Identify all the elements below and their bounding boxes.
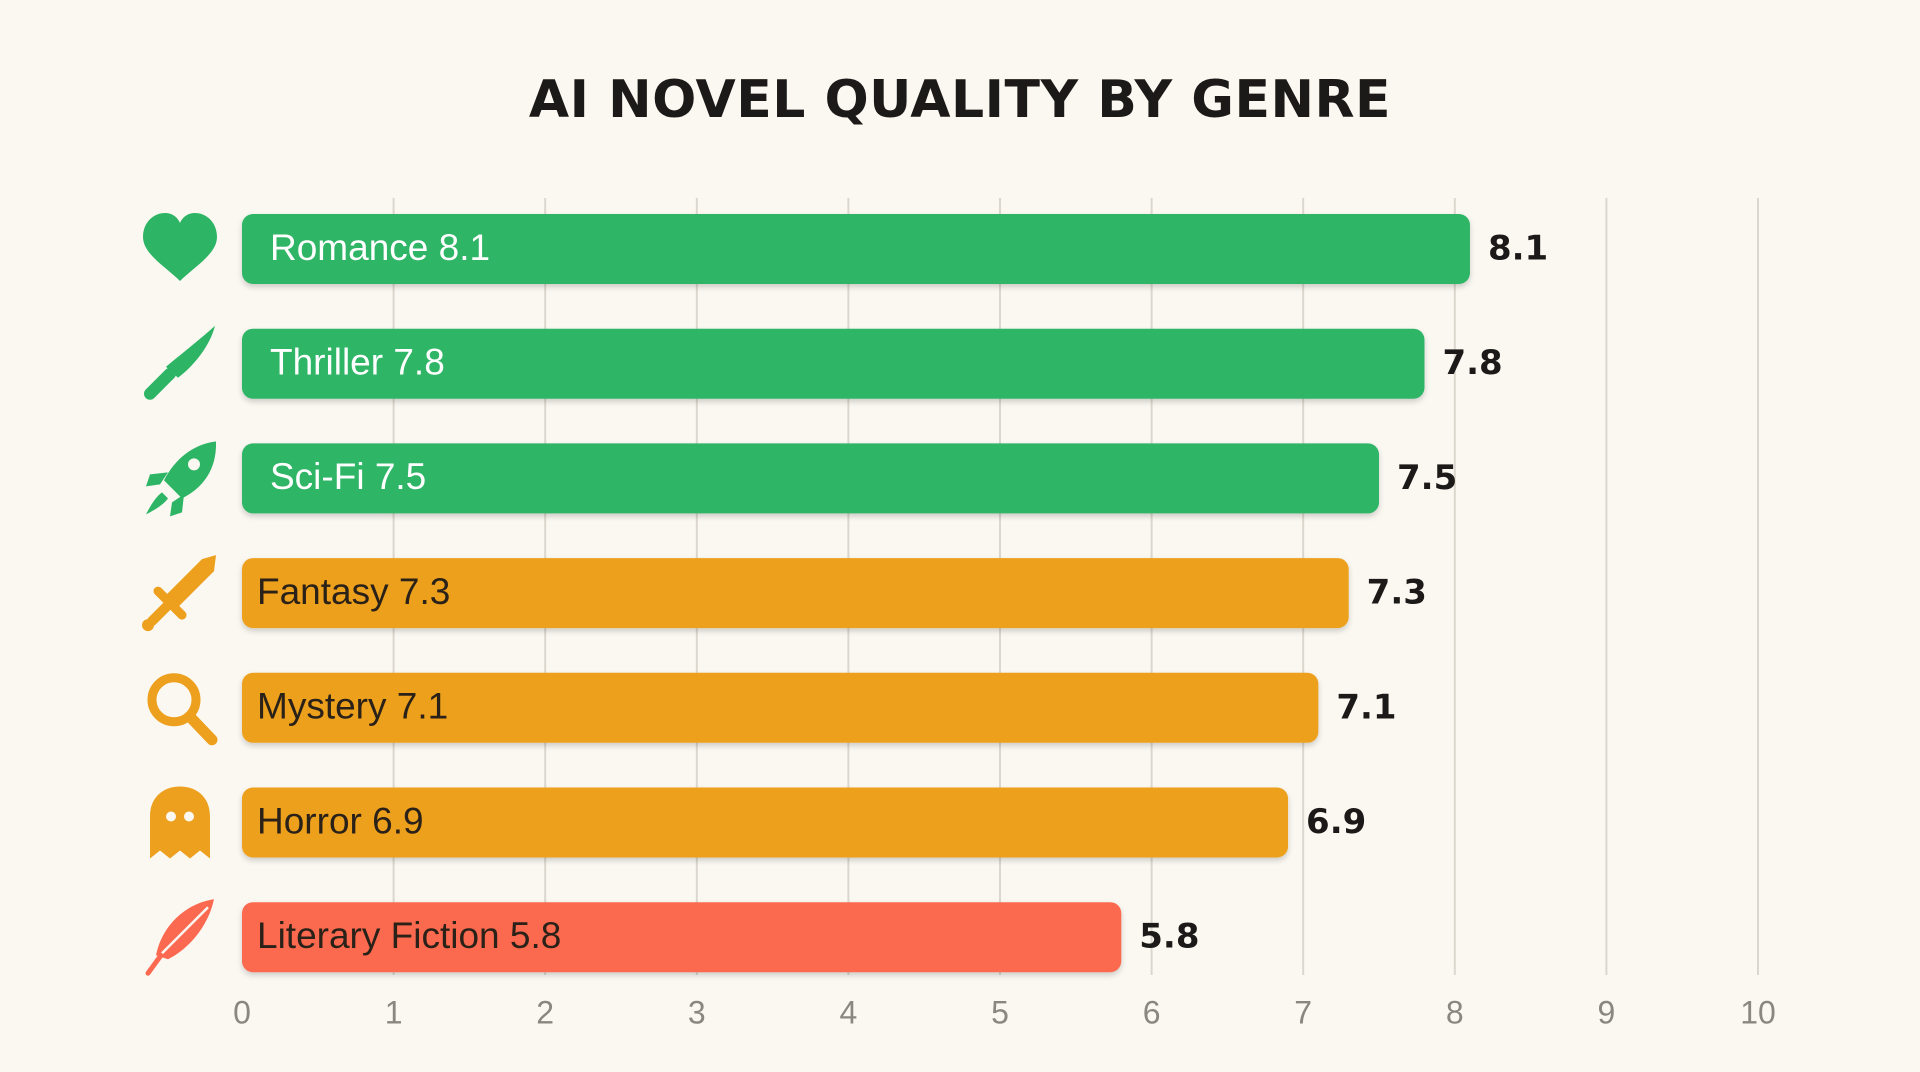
feather-icon bbox=[145, 899, 214, 976]
x-tick-label: 5 bbox=[991, 994, 1009, 1030]
bar-literary-fiction bbox=[242, 902, 1122, 973]
value-label-romance: 8.1 bbox=[1488, 229, 1548, 269]
value-label-horror: 6.9 bbox=[1306, 802, 1366, 842]
bar-romance bbox=[242, 214, 1470, 284]
bar-sci-fi bbox=[242, 443, 1379, 514]
bar-label-romance: Romance 8.1 bbox=[270, 227, 490, 268]
x-tick-label: 1 bbox=[385, 994, 403, 1030]
rocket-icon bbox=[146, 441, 217, 517]
bar-thriller bbox=[242, 328, 1425, 399]
x-tick-label: 8 bbox=[1446, 994, 1464, 1030]
bar-label-horror: Horror 6.9 bbox=[257, 800, 424, 841]
ghost-icon bbox=[150, 786, 210, 859]
x-tick-label: 0 bbox=[233, 994, 251, 1030]
value-label-literary-fiction: 5.8 bbox=[1139, 917, 1199, 957]
chart-title: AI NOVEL QUALITY BY GENRE bbox=[528, 70, 1392, 130]
bar-label-literary-fiction: Literary Fiction 5.8 bbox=[257, 915, 561, 956]
bar-mystery bbox=[242, 672, 1319, 743]
x-tick-label: 3 bbox=[688, 994, 706, 1030]
value-label-mystery: 7.1 bbox=[1336, 687, 1396, 727]
knife-icon bbox=[144, 325, 215, 400]
x-tick-label: 2 bbox=[536, 994, 554, 1030]
heart-icon bbox=[143, 213, 217, 281]
value-label-sci-fi: 7.5 bbox=[1397, 458, 1457, 498]
value-label-thriller: 7.8 bbox=[1442, 343, 1502, 383]
bar-horror bbox=[242, 787, 1289, 858]
sword-icon bbox=[142, 555, 216, 632]
bar-label-thriller: Thriller 7.8 bbox=[270, 341, 445, 382]
x-tick-label: 6 bbox=[1143, 994, 1161, 1030]
magnifier-icon bbox=[147, 673, 218, 746]
x-tick-label: 4 bbox=[840, 994, 858, 1030]
bar-fantasy bbox=[242, 558, 1349, 629]
x-tick-label: 9 bbox=[1598, 994, 1616, 1030]
bar-label-fantasy: Fantasy 7.3 bbox=[257, 571, 450, 612]
bar-label-sci-fi: Sci-Fi 7.5 bbox=[270, 456, 426, 497]
value-label-fantasy: 7.3 bbox=[1367, 573, 1427, 613]
x-tick-label: 7 bbox=[1294, 994, 1312, 1030]
x-tick-label: 10 bbox=[1740, 994, 1776, 1030]
bar-label-mystery: Mystery 7.1 bbox=[257, 686, 448, 727]
